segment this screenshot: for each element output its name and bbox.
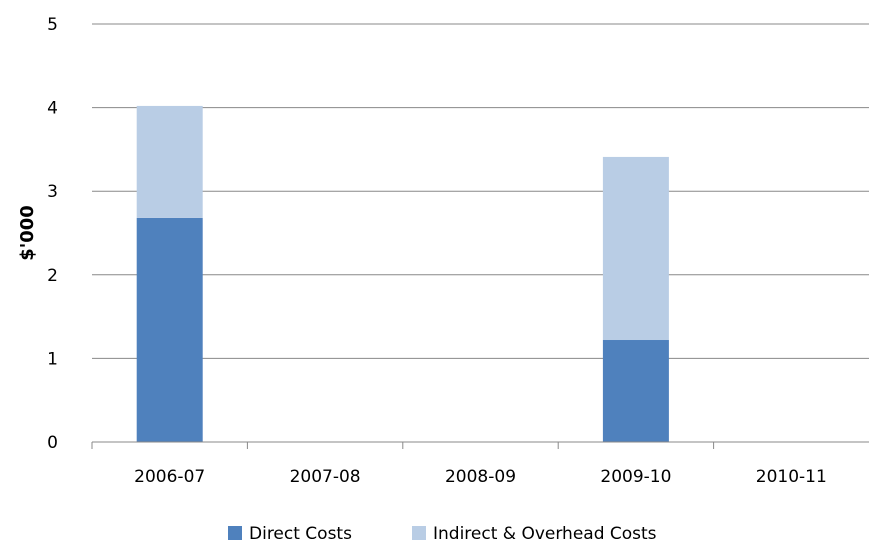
y-tick-label: 1 [47,349,58,369]
legend-swatch-indirect [412,526,426,540]
bar-2006-07-direct [136,217,203,442]
bar-2009-10-indirect [602,156,669,341]
bar-2009-10-direct [602,340,669,442]
gridlines [92,23,869,359]
y-tick-label: 3 [47,182,58,202]
legend-swatch-direct [228,526,242,540]
legend: Direct Costs Indirect & Overhead Costs [228,524,657,541]
y-tick-label: 5 [47,15,58,35]
axes [91,441,869,449]
y-tick-label: 0 [47,433,58,453]
x-tick-label: 2006-07 [134,467,205,487]
x-tick-labels: 2006-07 2007-08 2008-09 2009-10 2010-11 [134,467,827,487]
x-tick-label: 2009-10 [600,467,671,487]
legend-label-indirect: Indirect & Overhead Costs [433,524,657,541]
x-tick-label: 2008-09 [445,467,516,487]
bar-2006-07-indirect [136,105,203,218]
y-tick-label: 4 [47,99,58,119]
y-axis-title: $'000 [17,205,38,261]
y-tick-label: 2 [47,266,58,286]
x-tick-label: 2010-11 [756,467,827,487]
bars [136,105,669,442]
legend-label-direct: Direct Costs [249,524,352,541]
y-tick-labels: 0 1 2 3 4 5 [47,15,58,453]
x-tick-label: 2007-08 [290,467,361,487]
